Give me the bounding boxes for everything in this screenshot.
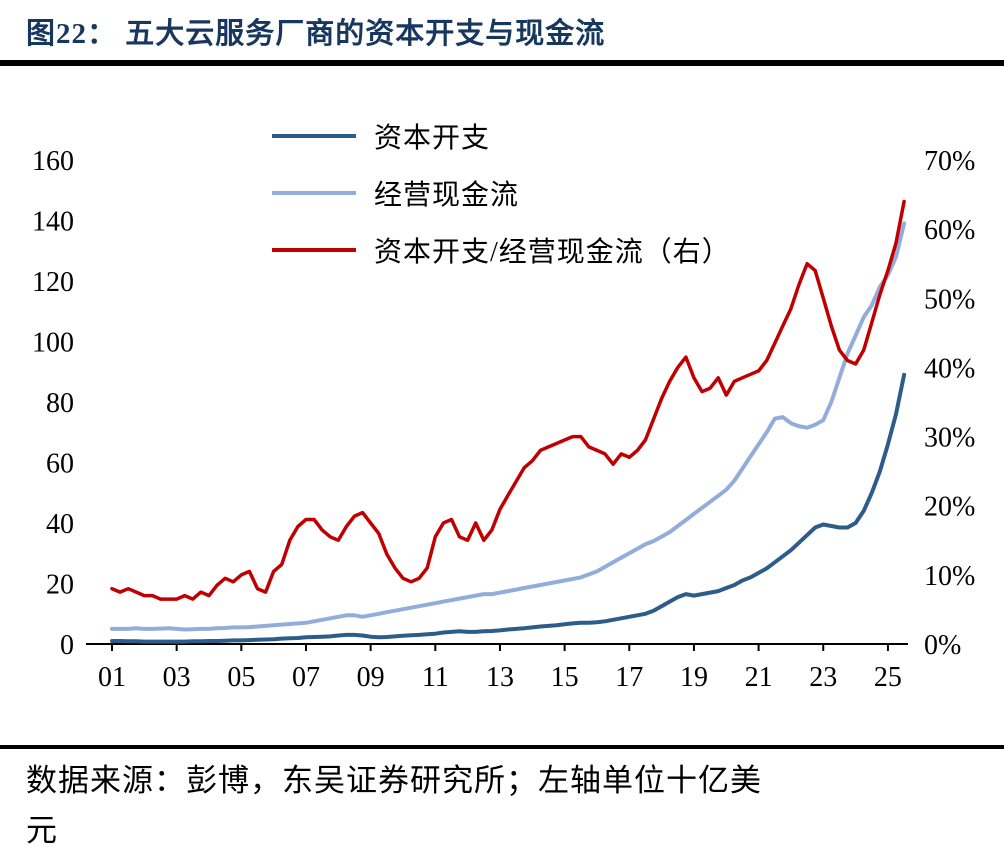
source-note-line1: 数据来源：彭博，东吴证券研究所；左轴单位十亿美 xyxy=(26,763,762,798)
legend-label-ratio: 资本开支/经营现金流（右） xyxy=(374,237,731,268)
x-axis-label: 25 xyxy=(874,662,902,693)
left-axis-tick: 100 xyxy=(32,328,74,359)
right-axis-tick: 70% xyxy=(924,146,975,177)
legend-item-ocf: 经营现金流 xyxy=(272,173,731,213)
series-line-capex xyxy=(110,372,907,644)
chart-legend: 资本开支 经营现金流 资本开支/经营现金流（右） xyxy=(272,116,731,270)
ocf-line-swatch xyxy=(272,191,356,195)
right-axis-tick: 40% xyxy=(924,353,975,384)
x-axis-label: 11 xyxy=(422,662,449,693)
x-axis-label: 21 xyxy=(745,662,773,693)
left-axis-tick: 60 xyxy=(46,449,74,480)
source-note: 数据来源：彭博，东吴证券研究所；左轴单位十亿美 元 xyxy=(26,756,986,856)
figure-title: 图22： 五大云服务厂商的资本开支与现金流 xyxy=(26,18,606,50)
right-axis-tick: 20% xyxy=(924,492,975,523)
x-axis-label: 19 xyxy=(680,662,708,693)
right-axis-tick: 30% xyxy=(924,423,975,454)
series-line-ocf xyxy=(110,221,907,632)
left-axis-tick: 160 xyxy=(32,146,74,177)
x-axis-label: 17 xyxy=(615,662,643,693)
x-axis-label: 13 xyxy=(486,662,514,693)
legend-label-capex: 资本开支 xyxy=(374,123,491,154)
left-axis-tick: 120 xyxy=(32,267,74,298)
right-axis-tick: 10% xyxy=(924,561,975,592)
x-axis-label: 07 xyxy=(292,662,320,693)
left-axis-tick: 20 xyxy=(46,570,74,601)
right-axis-tick: 60% xyxy=(924,215,975,246)
left-axis-tick: 140 xyxy=(32,207,74,238)
x-axis-label: 05 xyxy=(227,662,255,693)
source-note-line2: 元 xyxy=(26,813,58,849)
chart-canvas: 0 20 40 60 80 100 120 140 160 0% 10% 20% 30% 40% 50% 60… xyxy=(32,146,975,693)
x-axis-label: 15 xyxy=(551,662,579,693)
ratio-line-swatch xyxy=(272,248,356,252)
x-axis-label: 03 xyxy=(163,662,191,693)
x-axis-label: 01 xyxy=(98,662,126,693)
legend-item-capex: 资本开支 xyxy=(272,116,731,156)
left-axis-tick: 40 xyxy=(46,509,74,540)
footer-divider xyxy=(0,745,1004,749)
x-axis-label: 23 xyxy=(809,662,837,693)
series-line-ratio xyxy=(110,199,906,601)
right-axis-tick: 0% xyxy=(924,630,961,661)
right-axis-tick: 50% xyxy=(924,284,975,315)
legend-label-ocf: 经营现金流 xyxy=(374,180,520,211)
capex-line-swatch xyxy=(272,134,356,138)
legend-item-ratio: 资本开支/经营现金流（右） xyxy=(272,230,731,270)
left-axis-tick: 80 xyxy=(46,388,74,419)
x-axis-label: 09 xyxy=(357,662,385,693)
title-divider xyxy=(0,60,1004,66)
left-axis-tick: 0 xyxy=(60,630,74,661)
